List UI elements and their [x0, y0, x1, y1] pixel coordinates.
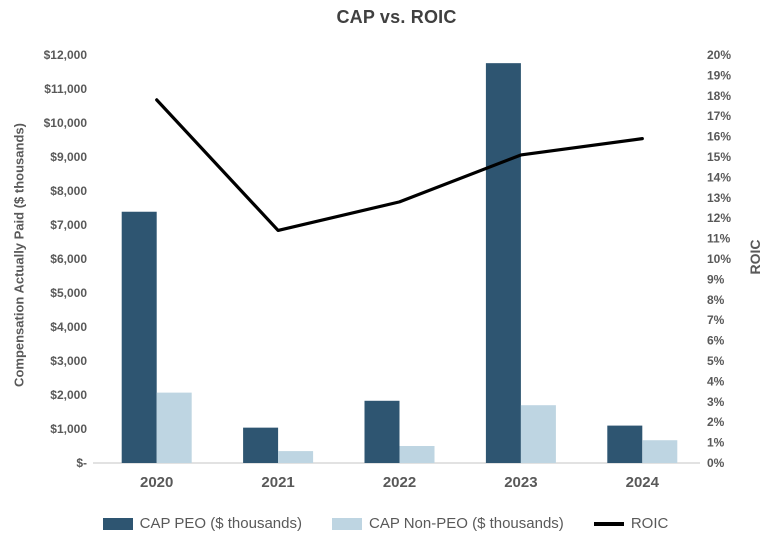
right-axis-tick-label: 10%	[707, 252, 731, 266]
left-axis-tick-label: $11,000	[44, 82, 87, 96]
right-axis-tick-label: 19%	[707, 68, 731, 82]
left-axis-tick-label: $12,000	[44, 48, 88, 62]
right-axis-tick-label: 5%	[707, 354, 725, 368]
right-axis-tick-label: 15%	[707, 150, 731, 164]
left-axis-tick-label: $8,000	[50, 184, 87, 198]
bar-cap-non-peo-2021	[278, 451, 314, 463]
left-axis-tick-label: $5,000	[50, 286, 87, 300]
right-axis-tick-label: 11%	[707, 232, 731, 246]
left-axis-tick-label: $6,000	[50, 252, 87, 266]
right-axis-tick-label: 3%	[707, 395, 725, 409]
right-axis-tick-label: 16%	[707, 130, 731, 144]
right-axis-tick-label: 2%	[707, 415, 725, 429]
legend-label-roic: ROIC	[630, 515, 669, 532]
bar-cap-non-peo-2022	[399, 446, 435, 463]
bar-cap-non-peo-2024	[642, 440, 678, 463]
right-axis-tick-label: 8%	[707, 293, 725, 307]
x-axis-label-2022: 2022	[383, 474, 416, 491]
x-axis-label-2023: 2023	[504, 474, 537, 491]
legend-label-cap-non-peo: CAP Non-PEO ($ thousands)	[368, 515, 564, 532]
right-axis-tick-label: 17%	[707, 109, 731, 123]
right-axis-tick-label: 13%	[707, 191, 731, 205]
legend-swatch-cap-peo	[102, 517, 133, 530]
right-axis-tick-label: 9%	[707, 272, 725, 286]
x-axis-label-2021: 2021	[261, 474, 294, 491]
left-axis-tick-label: $10,000	[44, 116, 88, 130]
bar-cap-non-peo-2020	[156, 392, 192, 463]
x-axis-label-2024: 2024	[626, 474, 660, 491]
bar-cap-non-peo-2023	[520, 405, 556, 463]
bar-cap-peo-2024	[607, 425, 643, 463]
legend-item-cap-peo: CAP PEO ($ thousands)	[102, 515, 302, 532]
legend-label-cap-peo: CAP PEO ($ thousands)	[139, 515, 302, 532]
bar-cap-peo-2023	[485, 63, 521, 463]
bar-cap-peo-2022	[364, 400, 400, 463]
right-axis-tick-label: 14%	[707, 170, 731, 184]
right-axis-tick-label: 7%	[707, 313, 725, 327]
right-axis-tick-label: 18%	[707, 89, 731, 103]
left-axis-tick-label: $-	[76, 456, 87, 470]
right-axis-tick-label: 20%	[707, 48, 731, 62]
chart-title: CAP vs. ROIC	[336, 7, 457, 27]
bar-cap-peo-2021	[243, 427, 279, 463]
right-axis-tick-label: 4%	[707, 374, 725, 388]
left-axis-tick-label: $1,000	[50, 422, 87, 436]
right-axis-tick-label: 1%	[707, 436, 725, 450]
legend-swatch-cap-non-peo	[331, 517, 362, 530]
right-axis-tick-label: 0%	[707, 456, 725, 470]
x-axis-label-2020: 2020	[140, 474, 173, 491]
left-axis-tick-label: $7,000	[50, 218, 87, 232]
roic-line	[155, 98, 644, 233]
left-axis-tick-label: $9,000	[50, 150, 87, 164]
left-axis-tick-label: $3,000	[50, 354, 87, 368]
left-axis-tick-label: $4,000	[50, 320, 87, 334]
right-axis-tick-label: 6%	[707, 334, 725, 348]
right-axis-tick-label: 12%	[707, 211, 731, 225]
legend-line-swatch-roic	[593, 521, 624, 526]
chart-legend: CAP PEO ($ thousands) CAP Non-PEO ($ tho…	[0, 515, 771, 532]
left-axis-tick-label: $2,000	[50, 388, 87, 402]
legend-item-cap-non-peo: CAP Non-PEO ($ thousands)	[331, 515, 564, 532]
bar-cap-peo-2020	[121, 211, 157, 463]
legend-item-roic: ROIC	[593, 515, 669, 532]
